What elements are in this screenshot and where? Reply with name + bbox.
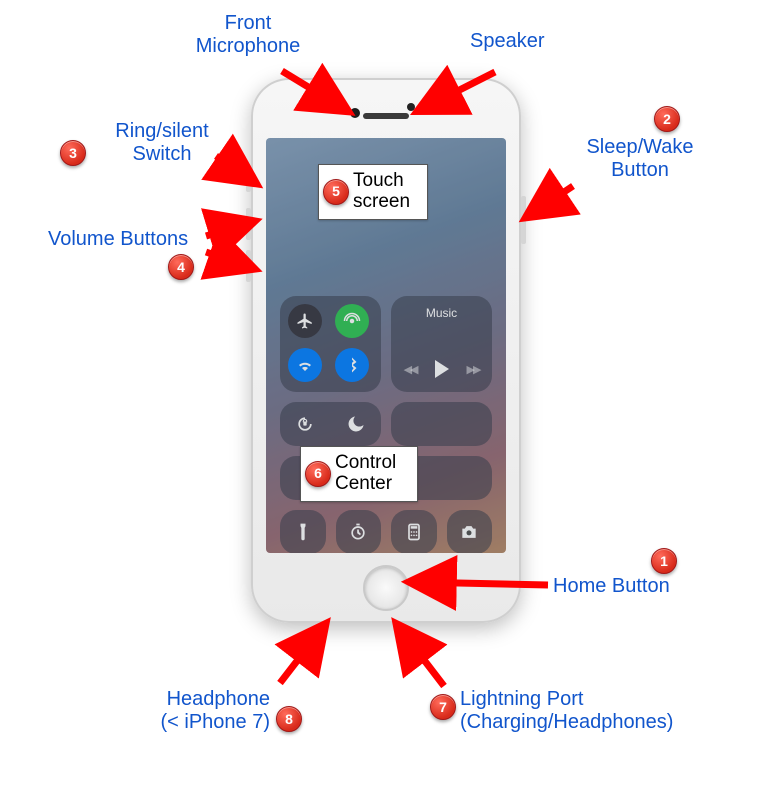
camera-icon[interactable] (459, 522, 479, 542)
label-home: Home Button (553, 575, 670, 598)
sleep-wake-button (521, 196, 526, 244)
rewind-icon[interactable]: ◀◀ (404, 363, 417, 376)
orientation-lock-icon[interactable] (295, 414, 315, 434)
label-volume: Volume Buttons (48, 228, 188, 251)
volume-up-button (246, 208, 251, 240)
brightness-tile[interactable] (391, 402, 492, 446)
airplane-icon[interactable] (288, 304, 322, 338)
bluetooth-icon[interactable] (335, 348, 369, 382)
badge-3: 3 (60, 140, 86, 166)
earpiece-speaker (363, 113, 409, 119)
cellular-icon[interactable] (335, 304, 369, 338)
headphone-arrow (280, 626, 324, 683)
music-label: Music (391, 306, 492, 320)
badge-1: 1 (651, 548, 677, 574)
badge-2: 2 (654, 106, 680, 132)
flashlight-tile[interactable] (280, 510, 326, 553)
badge-8: 8 (276, 706, 302, 732)
proximity-sensor-dot (407, 103, 415, 111)
ring-silent-switch (246, 170, 251, 192)
label-speaker: Speaker (470, 30, 545, 53)
timer-icon[interactable] (348, 522, 368, 542)
callout-touch-screen: 5 Touch screen (318, 164, 428, 220)
label-headphone: Headphone (< iPhone 7) (130, 688, 270, 734)
label-lightning: Lightning Port (Charging/Headphones) (460, 688, 673, 734)
callout-touch-screen-text: Touch screen (353, 170, 410, 212)
lock-dnd-tile[interactable] (280, 402, 381, 446)
label-front-mic: Front Microphone (178, 12, 318, 58)
lightning-arrow (398, 626, 444, 686)
timer-tile[interactable] (336, 510, 382, 553)
label-ring-silent: Ring/silent Switch (112, 120, 212, 166)
forward-icon[interactable]: ▶▶ (467, 363, 480, 376)
badge-7: 7 (430, 694, 456, 720)
home-button[interactable] (363, 565, 409, 611)
callout-control-center: 6 Control Center (300, 446, 418, 502)
flashlight-icon[interactable] (293, 522, 313, 542)
connectivity-tile[interactable] (280, 296, 381, 392)
badge-6: 6 (305, 461, 331, 487)
diagram-canvas: Front Microphone Speaker Ring/silent Swi… (0, 0, 768, 790)
badge-4: 4 (168, 254, 194, 280)
sleep-wake-arrow (528, 186, 573, 216)
utilities-row (280, 510, 492, 553)
wifi-icon[interactable] (288, 348, 322, 382)
front-camera-dot (350, 108, 360, 118)
label-sleep-wake: Sleep/Wake Button (580, 136, 700, 182)
camera-tile[interactable] (447, 510, 493, 553)
badge-5: 5 (323, 179, 349, 205)
do-not-disturb-icon[interactable] (346, 414, 366, 434)
volume-down-button (246, 250, 251, 282)
music-tile[interactable]: Music ◀◀ ▶▶ (391, 296, 492, 392)
callout-control-center-text: Control Center (335, 452, 396, 494)
playback-controls[interactable]: ◀◀ ▶▶ (391, 360, 492, 378)
iphone-body: Music ◀◀ ▶▶ (251, 78, 521, 623)
calculator-icon[interactable] (404, 522, 424, 542)
calculator-tile[interactable] (391, 510, 437, 553)
control-center[interactable]: Music ◀◀ ▶▶ (280, 296, 492, 553)
play-icon[interactable] (435, 360, 449, 378)
